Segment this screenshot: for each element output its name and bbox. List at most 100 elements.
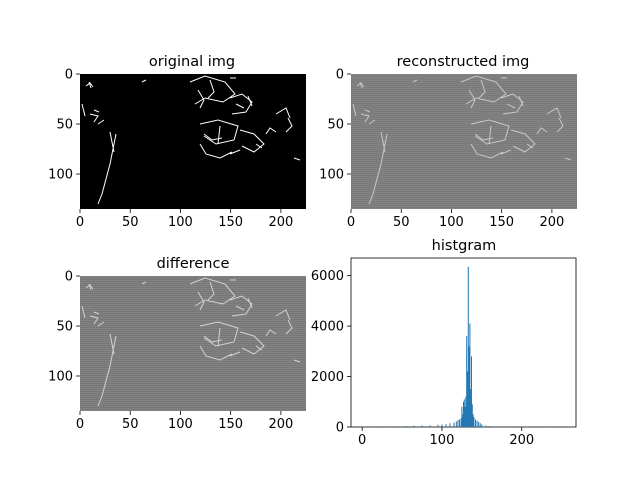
edge-segment [89,113,117,205]
histogram-bar [466,371,468,427]
histogram-bar [463,399,465,427]
histogram-bar [421,425,423,427]
histogram-bar [460,418,462,427]
row-texture [351,74,577,209]
edge-segment [229,93,253,115]
edge-segment [199,119,239,145]
edge-segment [352,81,376,125]
y-tick-label: 0 [336,421,344,436]
histogram-bar [465,396,467,427]
histogram-bar [449,423,451,427]
edge-structures [81,75,301,205]
x-tick-label: 50 [393,215,410,230]
histogram-bar [468,346,470,427]
edge-segment [360,113,388,205]
histogram-bar [497,426,499,427]
histogram-bar [369,426,371,428]
histogram-bar [445,424,447,427]
bars [369,266,547,428]
histogram-bar [481,424,483,427]
y-tick-label: 4000 [311,320,344,335]
histogram-bar [462,414,464,427]
x-tick-label: 50 [122,417,139,432]
y-tick-label: 0 [336,68,344,83]
histogram-bar [467,266,469,427]
histogram-bar [429,425,431,427]
y-tick-label: 50 [56,118,73,133]
edge-segment [141,77,301,161]
histogram-bar [521,426,523,428]
y-axis: 0 50 100 [48,68,80,183]
y-tick-label: 0 [65,68,73,83]
panel-original: original img 0 50 100 150 200 0 50 100 [48,54,306,230]
histogram-bar [472,414,474,427]
panel-title: reconstructed img [397,54,530,70]
histogram-bar [463,401,464,427]
y-tick-label: 100 [48,168,73,183]
edge-segment [189,75,236,109]
histogram-bar [457,419,459,427]
x-tick-label: 150 [218,215,243,230]
y-axis: 0 50 100 [48,270,80,385]
y-axis: 0 50 100 [319,68,351,183]
x-tick-label: 0 [76,417,84,432]
row-texture [80,276,306,411]
x-tick-label: 100 [439,215,464,230]
x-tick-label: 0 [347,215,355,230]
histogram-bar [466,336,468,427]
plot-area [350,257,577,428]
histogram-bar [505,426,507,428]
edge-segment [470,117,564,159]
x-axis: 0 100 200 [358,427,534,448]
edge-segment [199,117,293,159]
edge-segment [500,93,524,115]
x-tick-label: 200 [268,215,293,230]
histogram-bar [471,404,473,427]
histogram-bar [474,419,476,427]
edge-segment [89,315,117,407]
y-tick-label: 50 [56,320,73,335]
edge-segment [199,319,293,361]
histogram-bar [464,406,466,427]
edge-segment [470,119,510,145]
edge-segment [460,75,507,109]
histogram-bar [473,416,475,427]
histogram-bar [469,323,471,427]
x-tick-label: 100 [168,417,193,432]
histogram-bar [545,426,547,428]
histogram-bar [413,425,415,427]
histogram-bar [470,356,472,427]
histogram-bar [397,426,399,427]
histogram-bar [441,424,443,427]
y-tick-label: 2000 [311,370,344,385]
y-tick-label: 50 [327,118,344,133]
x-tick-label: 200 [268,417,293,432]
edge-segment [189,277,236,311]
histogram-bar [461,406,463,427]
edge-segment [229,295,253,317]
edge-segment [239,329,277,355]
y-axis: 0 2000 4000 6000 [311,269,351,436]
edge-segment [81,81,105,125]
histogram-bar [479,423,481,427]
x-tick-label: 0 [76,215,84,230]
edge-structures [352,75,572,205]
x-axis: 0 50 100 150 200 [76,411,293,432]
histogram-bar [476,420,478,427]
image-area [80,74,306,209]
histogram-bar [405,425,407,427]
x-tick-label: 0 [358,433,366,448]
y-tick-label: 0 [65,270,73,285]
histogram-bar [459,419,461,427]
x-tick-label: 200 [509,433,534,448]
edge-structures [81,277,301,407]
histogram-bar [437,424,439,427]
x-tick-label: 150 [489,215,514,230]
x-axis: 0 50 100 150 200 [347,209,564,230]
x-tick-label: 50 [122,215,139,230]
edge-segment [510,127,548,153]
x-tick-label: 100 [168,215,193,230]
x-tick-label: 150 [218,417,243,432]
edge-segment [412,77,572,161]
x-tick-label: 100 [430,433,455,448]
